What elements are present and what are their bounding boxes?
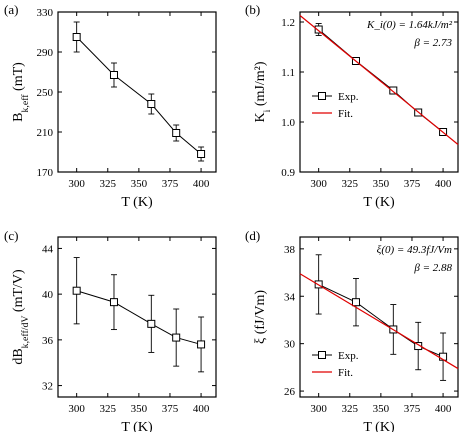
y-tick-label: 0.9 (281, 167, 295, 179)
y-axis-label: Bk,eff (mT) (11, 62, 31, 122)
x-tick-label: 350 (373, 403, 390, 415)
x-tick-label: 400 (435, 403, 452, 415)
legend-swatch-marker (318, 351, 326, 359)
data-point (109, 71, 118, 79)
data-point (72, 286, 81, 295)
chart-panel-3: (c) 300 325 350 375 400 32 36 40 44 T (K) dBk,eff/d… (4, 228, 217, 432)
x-tick-label: 300 (310, 403, 327, 415)
data-point (72, 33, 81, 41)
x-tick-label: 350 (131, 178, 148, 190)
panel-label: (d) (245, 228, 260, 243)
plot-frame (57, 236, 217, 398)
plot-frame (299, 236, 459, 398)
plot-frame (299, 11, 459, 173)
y-tick-label: 1.2 (281, 17, 295, 29)
data-point (109, 298, 118, 307)
y-tick-label: 30 (284, 339, 296, 351)
legend: Exp. Fit. (312, 350, 359, 379)
y-tick-label: 1.1 (281, 67, 295, 79)
annotation: ξ(0) = 49.3fJ/Vm (377, 244, 452, 256)
x-tick-label: 350 (131, 403, 148, 415)
x-axis-label: T (K) (121, 420, 153, 432)
y-tick-label: 40 (42, 289, 54, 301)
fit-line (299, 273, 459, 370)
x-axis-label: T (K) (363, 420, 395, 432)
x-axis-label: T (K) (121, 195, 153, 210)
y-axis-label: ξ (fJ/Vm) (253, 290, 268, 344)
legend-swatch-marker (318, 92, 326, 100)
annotation: β = 2.88 (413, 262, 452, 274)
data-point (389, 86, 398, 95)
y-tick-label: 32 (42, 381, 53, 393)
series-line (318, 283, 444, 358)
x-tick-label: 325 (100, 403, 117, 415)
y-axis-label: dBk,eff/dV (mT/V) (11, 269, 31, 365)
panel-label: (a) (4, 2, 18, 17)
x-tick-label: 375 (162, 178, 179, 190)
x-tick-label: 375 (404, 403, 421, 415)
data-point (197, 150, 206, 158)
y-tick-label: 1.0 (281, 117, 295, 129)
data-point (414, 342, 423, 351)
x-tick-label: 325 (342, 403, 359, 415)
fit-line (299, 15, 459, 145)
y-tick-label: 170 (37, 167, 54, 179)
data-point (147, 319, 156, 328)
y-tick-label: 34 (284, 291, 296, 303)
y-tick-label: 250 (37, 87, 54, 99)
x-tick-label: 375 (404, 178, 421, 190)
data-point (197, 340, 206, 349)
y-tick-label: 26 (284, 386, 296, 398)
y-tick-label: 210 (37, 127, 54, 139)
panel-label: (b) (245, 2, 260, 17)
data-point (147, 100, 156, 108)
series-line (76, 290, 202, 345)
x-tick-label: 300 (310, 178, 327, 190)
x-axis-label: T (K) (363, 195, 395, 210)
y-tick-label: 36 (42, 335, 54, 347)
y-tick-label: 290 (37, 47, 54, 59)
data-point (351, 298, 360, 307)
x-tick-label: 325 (100, 178, 117, 190)
legend-entry: Fit. (338, 108, 353, 120)
x-tick-label: 325 (342, 178, 359, 190)
legend-entry: Exp. (338, 350, 359, 362)
series-line (76, 36, 202, 155)
legend-entry: Fit. (338, 367, 353, 379)
legend-entry: Exp. (338, 91, 359, 103)
panel-label: (c) (4, 228, 18, 243)
x-tick-label: 350 (373, 178, 390, 190)
y-tick-label: 330 (37, 7, 54, 19)
annotation: β = 2.73 (413, 37, 452, 49)
chart-panel-4: (d) 300 325 350 375 400 26 30 34 38 T (K) ξ (fJ/Vm)… (245, 228, 459, 432)
plot-frame (57, 11, 217, 173)
data-point (172, 333, 181, 342)
x-tick-label: 300 (68, 178, 85, 190)
y-axis-label: Ki (mJ/m²) (253, 61, 273, 122)
annotation: K_i(0) = 1.64kJ/m² (366, 19, 453, 31)
y-tick-label: 44 (42, 243, 54, 255)
x-tick-label: 400 (435, 178, 452, 190)
x-tick-label: 400 (193, 403, 210, 415)
data-point (314, 25, 323, 34)
chart-panel-1: (a) 300 325 350 375 400 170 210 250 290 330 T (K) Bk… (4, 2, 217, 210)
x-tick-label: 300 (68, 403, 85, 415)
y-tick-label: 38 (284, 244, 296, 256)
chart-panel-2: (b) 300 325 350 375 400 0.9 1.0 1.1 1.2 T (K) Ki (m… (245, 2, 459, 210)
x-tick-label: 375 (162, 403, 179, 415)
data-point (172, 129, 181, 137)
x-tick-label: 400 (193, 178, 210, 190)
legend: Exp. Fit. (312, 91, 359, 120)
